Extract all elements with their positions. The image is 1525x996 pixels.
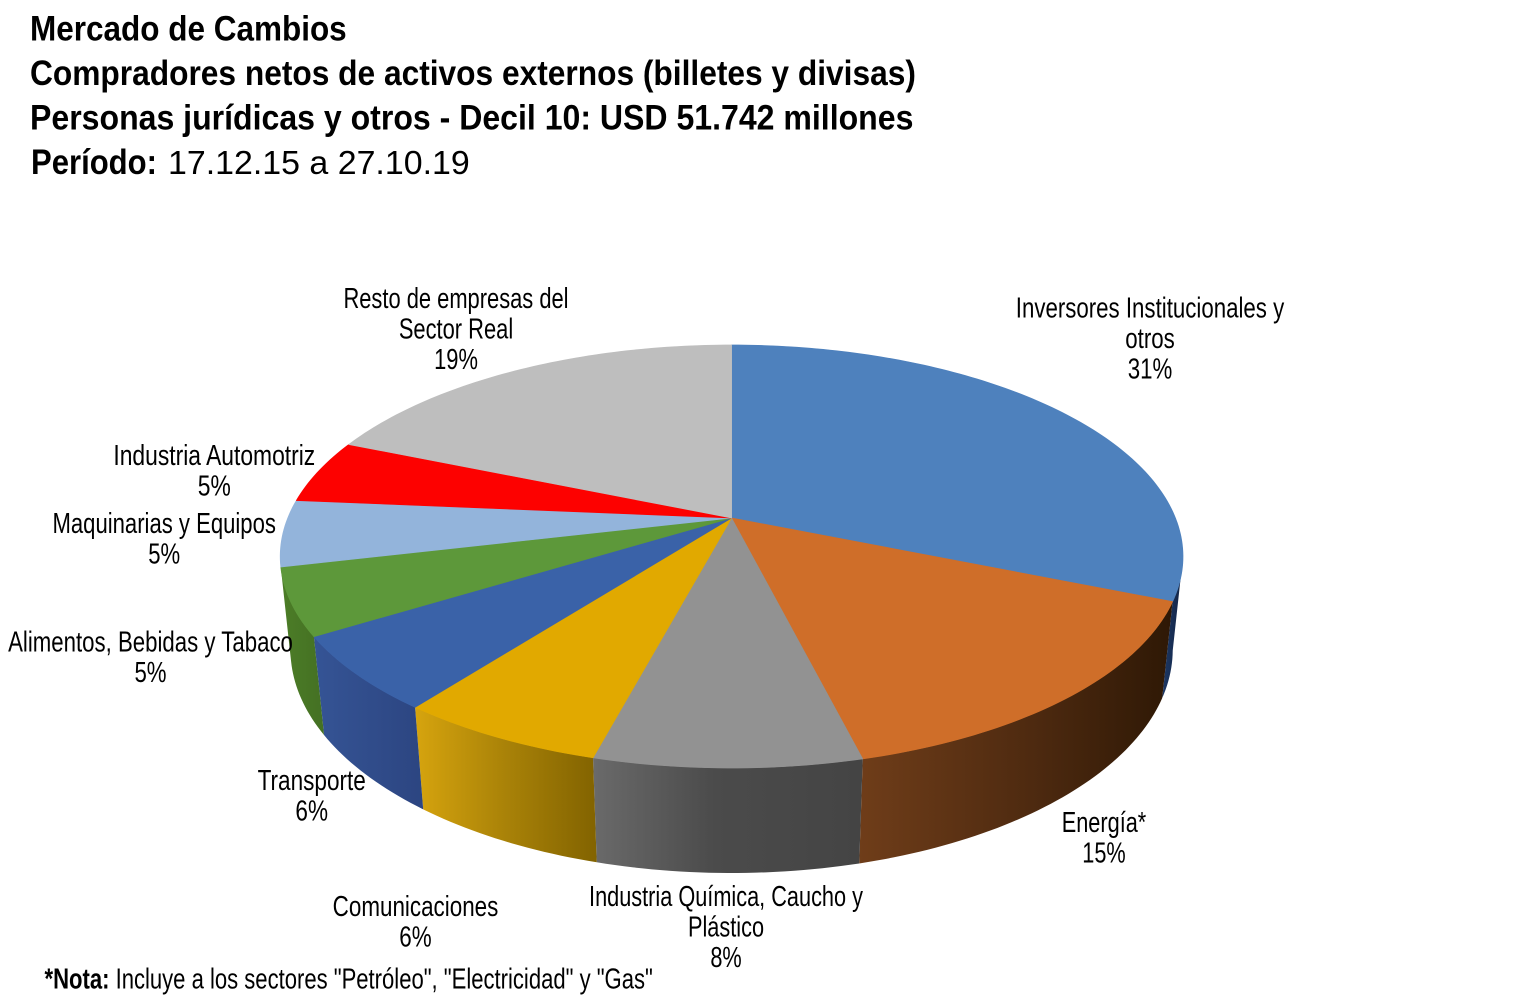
svg-text:5%: 5% <box>134 657 166 688</box>
svg-text:5%: 5% <box>198 469 231 502</box>
svg-text:Inversores Institucionales y: Inversores Institucionales y <box>1016 293 1285 324</box>
svg-text:Industria Automotriz: Industria Automotriz <box>113 438 315 471</box>
svg-text:Comunicaciones: Comunicaciones <box>333 891 499 922</box>
svg-text:otros: otros <box>1125 323 1175 354</box>
svg-text:Maquinarias y Equipos: Maquinarias y Equipos <box>52 508 275 539</box>
svg-text:Compradores netos de activos e: Compradores netos de activos externos (b… <box>30 55 916 94</box>
svg-text:6%: 6% <box>399 922 431 953</box>
svg-text:Sector Real: Sector Real <box>399 313 513 345</box>
svg-text:Mercado de Cambios: Mercado de Cambios <box>30 10 347 49</box>
svg-text:15%: 15% <box>1082 838 1125 870</box>
svg-text:6%: 6% <box>295 794 328 827</box>
svg-text:Energía*: Energía* <box>1062 807 1147 839</box>
svg-text:19%: 19% <box>434 344 478 376</box>
svg-text:8%: 8% <box>710 942 741 974</box>
svg-text:Transporte: Transporte <box>258 763 366 796</box>
svg-text:Resto de empresas del: Resto de empresas del <box>343 283 568 315</box>
svg-text:Personas jurídicas y otros - D: Personas jurídicas y otros - Decil 10: U… <box>30 99 913 138</box>
svg-text:Alimentos, Bebidas y Tabaco: Alimentos, Bebidas y Tabaco <box>8 627 293 658</box>
svg-text:Industria Química, Caucho y: Industria Química, Caucho y <box>589 881 863 913</box>
svg-text:5%: 5% <box>148 539 180 570</box>
svg-text:17.12.15 a 27.10.19: 17.12.15 a 27.10.19 <box>168 145 470 181</box>
svg-text:*Nota: Incluye a los sectores: *Nota: Incluye a los sectores "Petróleo"… <box>45 964 653 996</box>
svg-text:Período:: Período: <box>31 143 157 182</box>
svg-text:Plástico: Plástico <box>688 911 764 943</box>
svg-text:31%: 31% <box>1128 354 1173 385</box>
